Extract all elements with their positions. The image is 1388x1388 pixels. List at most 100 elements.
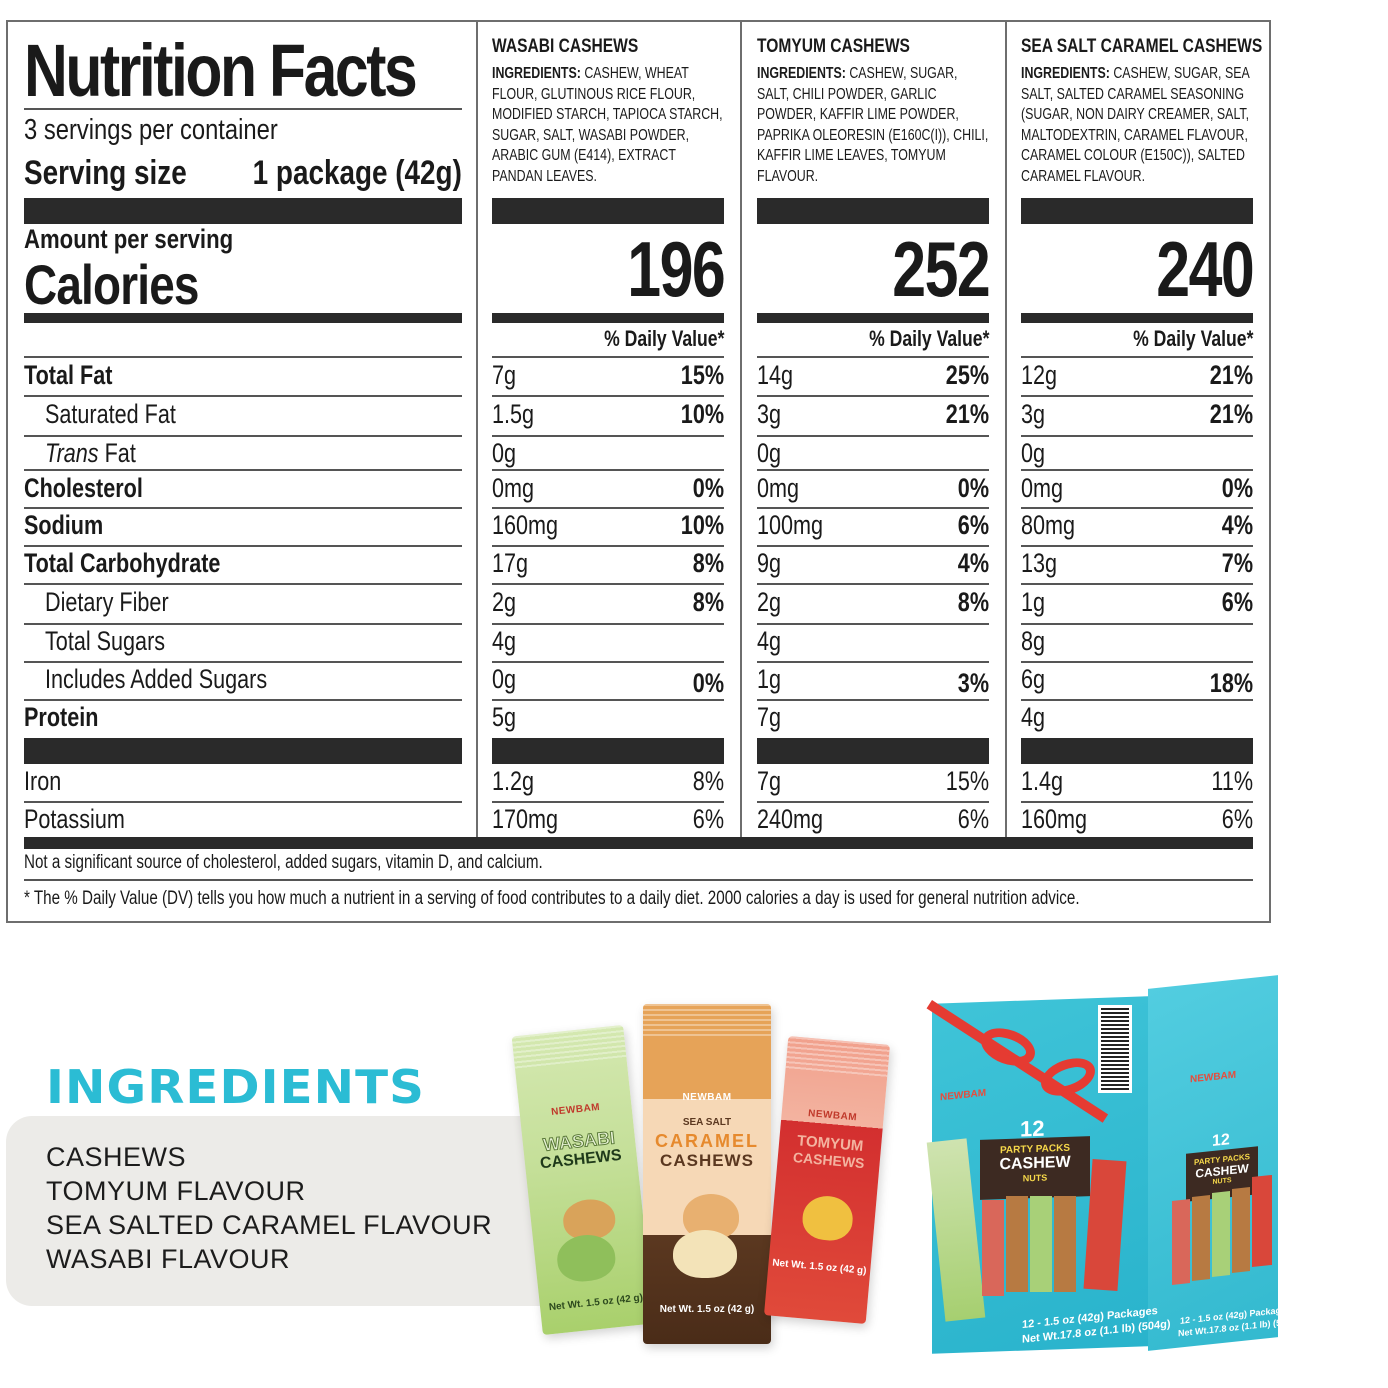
medium-divider <box>757 313 989 323</box>
thick-divider <box>1021 738 1253 764</box>
divider <box>757 469 989 471</box>
dv-total-carbohydrate: 7% <box>1221 548 1253 578</box>
amount-iron: 1.2g <box>492 766 535 796</box>
trans-italic: Trans <box>45 438 99 468</box>
box-mini-pack <box>1030 1196 1052 1292</box>
amount-protein: 7g <box>757 702 782 732</box>
divider <box>24 356 462 358</box>
amount-per-serving: Amount per serving <box>24 224 234 254</box>
pack-flavor: CARAMEL <box>655 1131 759 1151</box>
net-weight: Net Wt. 1.5 oz (42 g) <box>771 1257 867 1277</box>
divider <box>757 356 989 358</box>
amount-potassium: 170mg <box>492 804 559 834</box>
cashew-illustration <box>673 1230 737 1278</box>
nutrition-facts-title: Nutrition Facts <box>24 29 418 112</box>
cashew-illustration <box>554 1232 618 1285</box>
nutrient-label-total-carbohydrate: Total Carbohydrate <box>24 548 221 578</box>
box-mini-pack <box>1006 1196 1028 1292</box>
dv-cholesterol: 0% <box>1221 473 1253 503</box>
amount-total-sugars: 4g <box>757 626 782 656</box>
calories-value: 196 <box>627 225 725 313</box>
ingredients-label: INGREDIENTS: <box>492 65 581 82</box>
medium-divider <box>492 313 724 323</box>
brand-logo: NEWBAM <box>682 1092 732 1103</box>
pack-flavor-2: CASHEWS <box>660 1151 754 1170</box>
amount-total-sugars: 8g <box>1021 626 1046 656</box>
amount-trans-fat: 0g <box>492 438 517 468</box>
divider <box>24 545 462 547</box>
divider <box>492 801 724 803</box>
divider <box>492 583 724 585</box>
barcode-icon <box>1098 1005 1132 1093</box>
mineral-label-iron: Iron <box>24 766 62 796</box>
amount-sodium: 100mg <box>757 510 824 540</box>
amount-total-sugars: 4g <box>492 626 517 656</box>
nutrition-facts-panel: Nutrition Facts 3 servings per container… <box>6 20 1271 923</box>
caramel-pack-image: NEWBAM SEA SALT CARAMEL CASHEWS Net Wt. … <box>643 1004 771 1344</box>
divider <box>24 469 462 471</box>
amount-protein: 4g <box>1021 702 1046 732</box>
calories-value: 252 <box>892 225 990 313</box>
dv-added-sugars: 18% <box>1209 668 1253 698</box>
dv-potassium: 6% <box>1221 804 1253 834</box>
calories-value: 240 <box>1156 225 1254 313</box>
dv-dietary-fiber: 8% <box>957 587 989 617</box>
divider <box>757 623 989 625</box>
divider <box>24 507 462 509</box>
product-name: SEA SALT CARAMEL CASHEWS <box>1021 36 1263 57</box>
amount-total-carbohydrate: 17g <box>492 548 529 578</box>
amount-dietary-fiber: 2g <box>757 587 782 617</box>
divider <box>757 583 989 585</box>
ingredients-text: CASHEW, WHEAT FLOUR, GLUTINOUS RICE FLOU… <box>492 65 723 185</box>
dv-potassium: 6% <box>692 804 724 834</box>
dv-sodium: 10% <box>680 510 724 540</box>
divider <box>492 623 724 625</box>
serving-size-value: 1 package (42g) <box>252 154 462 192</box>
divider <box>24 395 462 397</box>
dv-saturated-fat: 10% <box>680 399 724 429</box>
divider <box>1021 469 1253 471</box>
ingredient-item: WASABI FLAVOUR <box>46 1244 291 1274</box>
product-column-sea-salt-caramel: SEA SALT CARAMEL CASHEWS INGREDIENTS: CA… <box>1021 22 1262 842</box>
divider <box>24 801 462 803</box>
amount-total-fat: 12g <box>1021 360 1058 390</box>
divider <box>492 545 724 547</box>
amount-added-sugars: 0g <box>492 664 517 694</box>
dv-total-fat: 25% <box>945 360 989 390</box>
amount-saturated-fat: 3g <box>1021 399 1046 429</box>
dv-iron: 8% <box>692 766 724 796</box>
dv-cholesterol: 0% <box>692 473 724 503</box>
medium-divider <box>24 313 462 323</box>
amount-saturated-fat: 1.5g <box>492 399 535 429</box>
pack-crimp <box>511 1024 627 1071</box>
column-divider <box>740 22 742 840</box>
amount-dietary-fiber: 1g <box>1021 587 1046 617</box>
amount-trans-fat: 0g <box>1021 438 1046 468</box>
thick-divider <box>492 198 724 224</box>
divider <box>492 507 724 509</box>
product-column-tomyum: TOMYUM CASHEWS INGREDIENTS: CASHEW, SUGA… <box>757 22 991 842</box>
side-mini-pack <box>1232 1187 1250 1273</box>
box-mini-pack <box>1054 1196 1076 1292</box>
dv-iron: 15% <box>945 766 989 796</box>
ingredients-text: CASHEW, SUGAR, SEA SALT, SALTED CARAMEL … <box>1021 65 1250 185</box>
pack-flavor-top: SEA SALT <box>682 1117 732 1128</box>
divider <box>757 507 989 509</box>
divider <box>1021 661 1253 663</box>
dv-cholesterol: 0% <box>957 473 989 503</box>
product-name: WASABI CASHEWS <box>492 36 639 57</box>
amount-saturated-fat: 3g <box>757 399 782 429</box>
divider <box>492 435 724 437</box>
ingredient-item: CASHEWS <box>46 1142 187 1172</box>
box-mini-pack <box>982 1200 1004 1296</box>
nutrient-label-column: Nutrition Facts 3 servings per container… <box>24 22 462 842</box>
nutrient-label-added-sugars: Includes Added Sugars <box>45 664 268 694</box>
footer-divider <box>24 879 1253 881</box>
daily-value-header: % Daily Value* <box>1132 326 1253 351</box>
dv-sodium: 4% <box>1221 510 1253 540</box>
amount-cholesterol: 0mg <box>1021 473 1064 503</box>
side-mini-pack <box>1252 1174 1272 1268</box>
divider <box>1021 507 1253 509</box>
net-weight: Net Wt. 1.5 oz (42 g) <box>659 1304 755 1315</box>
dv-added-sugars: 3% <box>957 668 989 698</box>
